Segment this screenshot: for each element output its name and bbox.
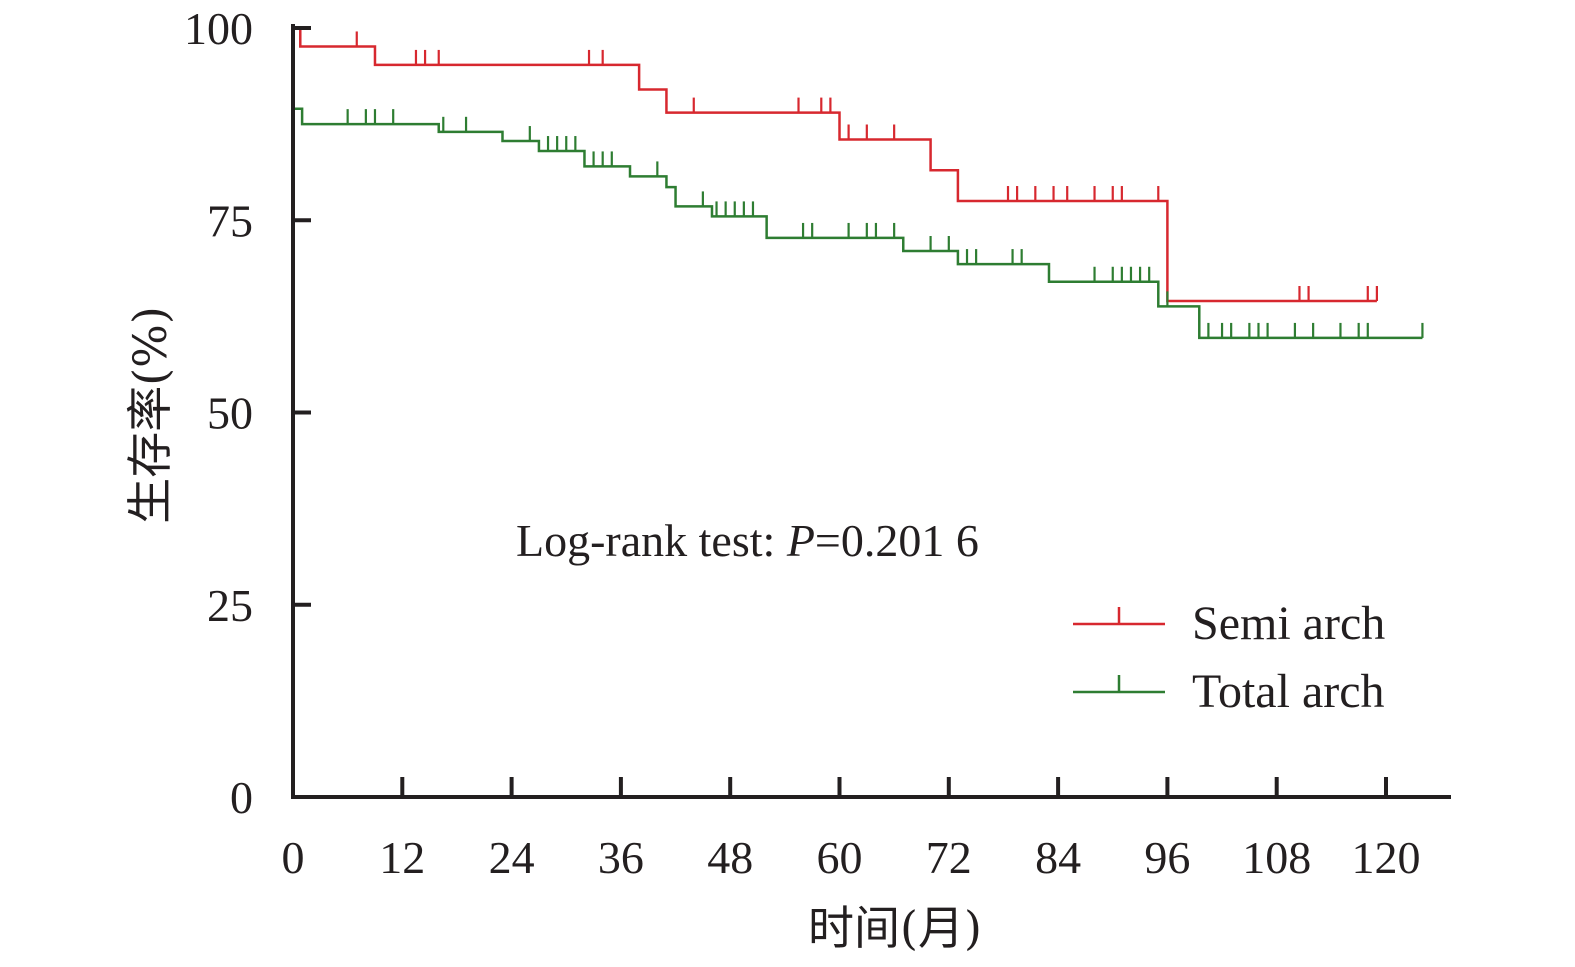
axes xyxy=(291,24,1451,799)
x-tick-label: 24 xyxy=(489,832,535,883)
x-tick-label: 48 xyxy=(707,832,753,883)
x-tick-label: 12 xyxy=(379,832,425,883)
annotation-p-symbol: P xyxy=(786,515,815,566)
x-tick-label: 72 xyxy=(926,832,972,883)
y-tick-label: 100 xyxy=(184,3,253,54)
series-layer xyxy=(293,26,1424,340)
x-axis-title: 时间(月) xyxy=(808,901,982,955)
y-tick-label: 75 xyxy=(207,195,253,246)
legend-label-total-arch: Total arch xyxy=(1192,665,1385,718)
legend-label-semi-arch: Semi arch xyxy=(1192,597,1385,650)
x-tick-label: 60 xyxy=(817,832,863,883)
x-tick-label: 0 xyxy=(282,832,305,883)
legend: Semi arch Total arch xyxy=(1073,597,1385,718)
survival-curve-semi-arch xyxy=(293,26,1377,303)
annotation-prefix: Log-rank test: xyxy=(516,515,787,566)
y-tick-label: 25 xyxy=(207,580,253,631)
series-semi-arch xyxy=(293,26,1378,303)
y-tick-label: 50 xyxy=(207,388,253,439)
y-tick-label: 0 xyxy=(230,772,253,823)
x-tick-label: 108 xyxy=(1242,832,1311,883)
log-rank-annotation: Log-rank test: P=0.201 6 xyxy=(516,515,979,566)
survival-curve-total-arch xyxy=(293,107,1423,340)
series-total-arch xyxy=(293,107,1424,340)
y-axis-title: 生存率(%) xyxy=(123,306,177,524)
tick-labels: 0 12 24 36 48 60 72 84 96 108 120 0 25 50 75 100 xyxy=(184,3,1421,883)
x-tick-label: 84 xyxy=(1035,832,1081,883)
annotation-p-value: =0.201 6 xyxy=(815,515,979,566)
x-tick-label: 120 xyxy=(1352,832,1421,883)
x-tick-label: 36 xyxy=(598,832,644,883)
legend-item-total-arch: Total arch xyxy=(1073,665,1385,718)
x-tick-label: 96 xyxy=(1144,832,1190,883)
legend-item-semi-arch: Semi arch xyxy=(1073,597,1385,650)
